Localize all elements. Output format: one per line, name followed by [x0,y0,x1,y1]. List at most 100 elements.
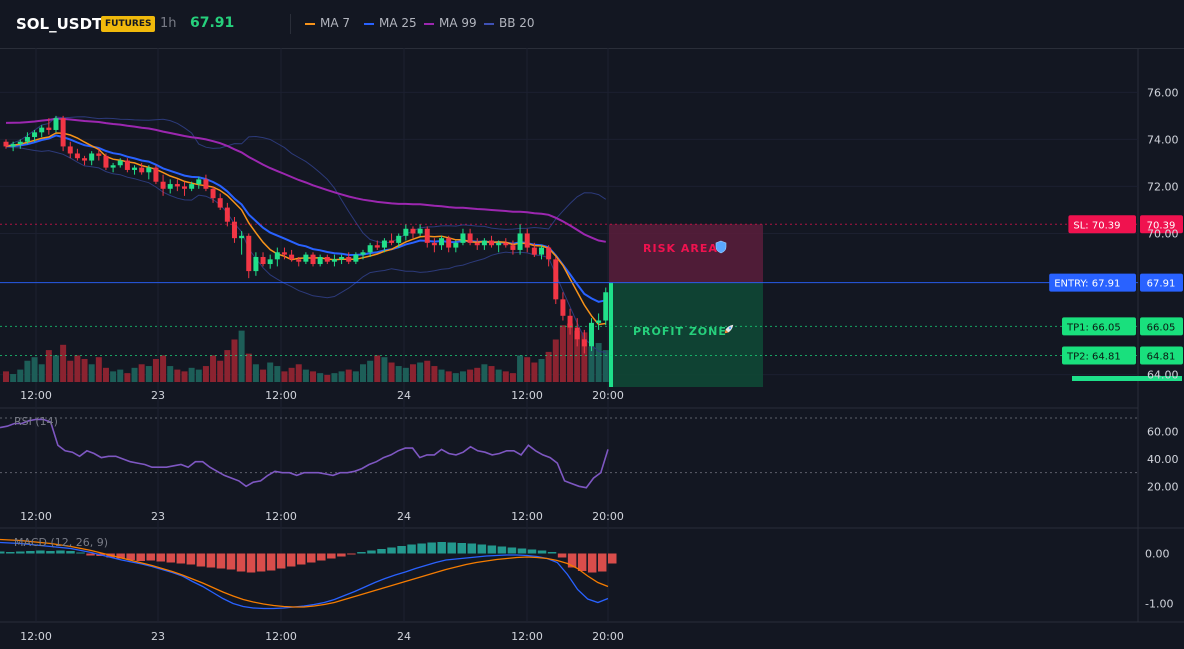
candle-body [396,235,402,243]
volume-bar [360,364,366,382]
volume-bar [367,360,374,382]
level-price-text-entry: 67.91 [1147,279,1176,290]
volume-bar [495,369,502,382]
legend-bb20[interactable]: BB 20 [484,16,535,30]
candle-body [453,242,459,248]
legend-ma99[interactable]: MA 99 [424,16,477,30]
candle-body [517,233,523,250]
macd-hist-bar [296,553,306,565]
volume-bar [231,339,238,382]
level-tag-entry[interactable] [1049,273,1136,292]
symbol-name[interactable]: SOL_USDT [16,15,103,33]
macd-hist-bar [367,550,376,554]
candle-body [531,247,537,255]
macd-hist-bar [397,546,406,554]
macd-hist-bar [317,553,326,561]
candle-body [224,207,230,222]
candle-body [410,228,416,234]
volume-bar [145,366,152,382]
macd-hist-bar [16,551,25,554]
macd-hist-bar [437,542,446,554]
macd-hist-bar [166,553,176,563]
volume-bar [188,367,195,382]
volume-bar [288,367,295,382]
candle-body [153,167,159,182]
macd-hist-bar [266,553,276,571]
volume-bar [260,369,267,382]
ma99-line [5,117,606,243]
macd-hist-bar [457,543,467,554]
volume-bar [67,360,74,382]
volume-bar [517,355,524,382]
volume-bar [252,364,259,382]
level-tag-tp1[interactable] [1062,317,1136,336]
rsi-time-label: 20:00 [592,510,624,523]
macd-hist-bar [527,549,537,554]
volume-bar [345,369,352,382]
candle-body [303,254,309,262]
volume-bar [324,374,331,382]
legend-ma7[interactable]: MA 7 [305,16,350,30]
volume-bar [95,357,102,382]
macd-tick-label: -1.00 [1145,598,1173,611]
macd-hist-bar [56,550,65,554]
candle-body [267,259,273,265]
macd-hist-bar [357,552,366,554]
candle-body [596,320,602,323]
volume-bar [388,362,395,382]
volume-bar [117,369,124,382]
macd-hist-bar [236,553,246,572]
volume-bar [102,367,109,382]
volume-bar [374,355,381,382]
level-tag-sl[interactable] [1068,215,1136,234]
ma25-label: MA 25 [379,16,417,30]
candle-body [431,242,437,246]
macd-time-label: 12:00 [511,630,543,643]
volume-bar [24,360,31,382]
volume-bar [160,355,167,382]
price-tick-label: 64.00 [1147,369,1179,382]
macd-hist-bar [276,553,286,569]
candle-body [239,235,245,239]
candle-body [353,254,359,262]
volume-bar [181,371,188,382]
macd-hist-bar [126,553,135,560]
volume-bar [45,350,52,382]
volume-bar [202,366,209,382]
volume-bar [131,367,138,382]
macd-hist-bar [46,551,55,554]
volume-bar [552,339,559,382]
volume-bar [281,371,288,382]
level-price-tag-entry [1140,273,1183,292]
macd-hist-bar [0,551,5,554]
macd-hist-bar [597,553,607,572]
candle-body [281,252,287,255]
legend-ma25[interactable]: MA 25 [364,16,417,30]
price-time-label: 12:00 [511,389,543,402]
candle-body [560,299,566,316]
candle-body [346,256,352,262]
candle-body [331,259,337,262]
volume-bar [531,362,538,382]
timeframe-label[interactable]: 1h [160,16,177,31]
volume-bar [602,350,609,382]
candle-body [546,247,552,260]
candle-body [460,233,466,243]
volume-bar [224,350,231,382]
macd-hist-bar [327,553,336,559]
rsi-tick-label: 40.00 [1147,453,1179,466]
scale-highlight-bar [1072,376,1182,381]
candle-body [96,153,102,156]
volume-bar [110,371,117,382]
volume-bar [538,358,545,382]
price-tick-label: 72.00 [1147,180,1179,193]
macd-hist-bar [477,544,487,554]
volume-bar [124,373,131,382]
level-tag-tp2[interactable] [1062,346,1136,365]
price-time-label: 23 [151,389,165,402]
level-price-tag-tp1 [1140,317,1183,336]
volume-bar [88,364,95,382]
macd-hist-bar [186,553,196,565]
volume-bar [509,373,516,382]
